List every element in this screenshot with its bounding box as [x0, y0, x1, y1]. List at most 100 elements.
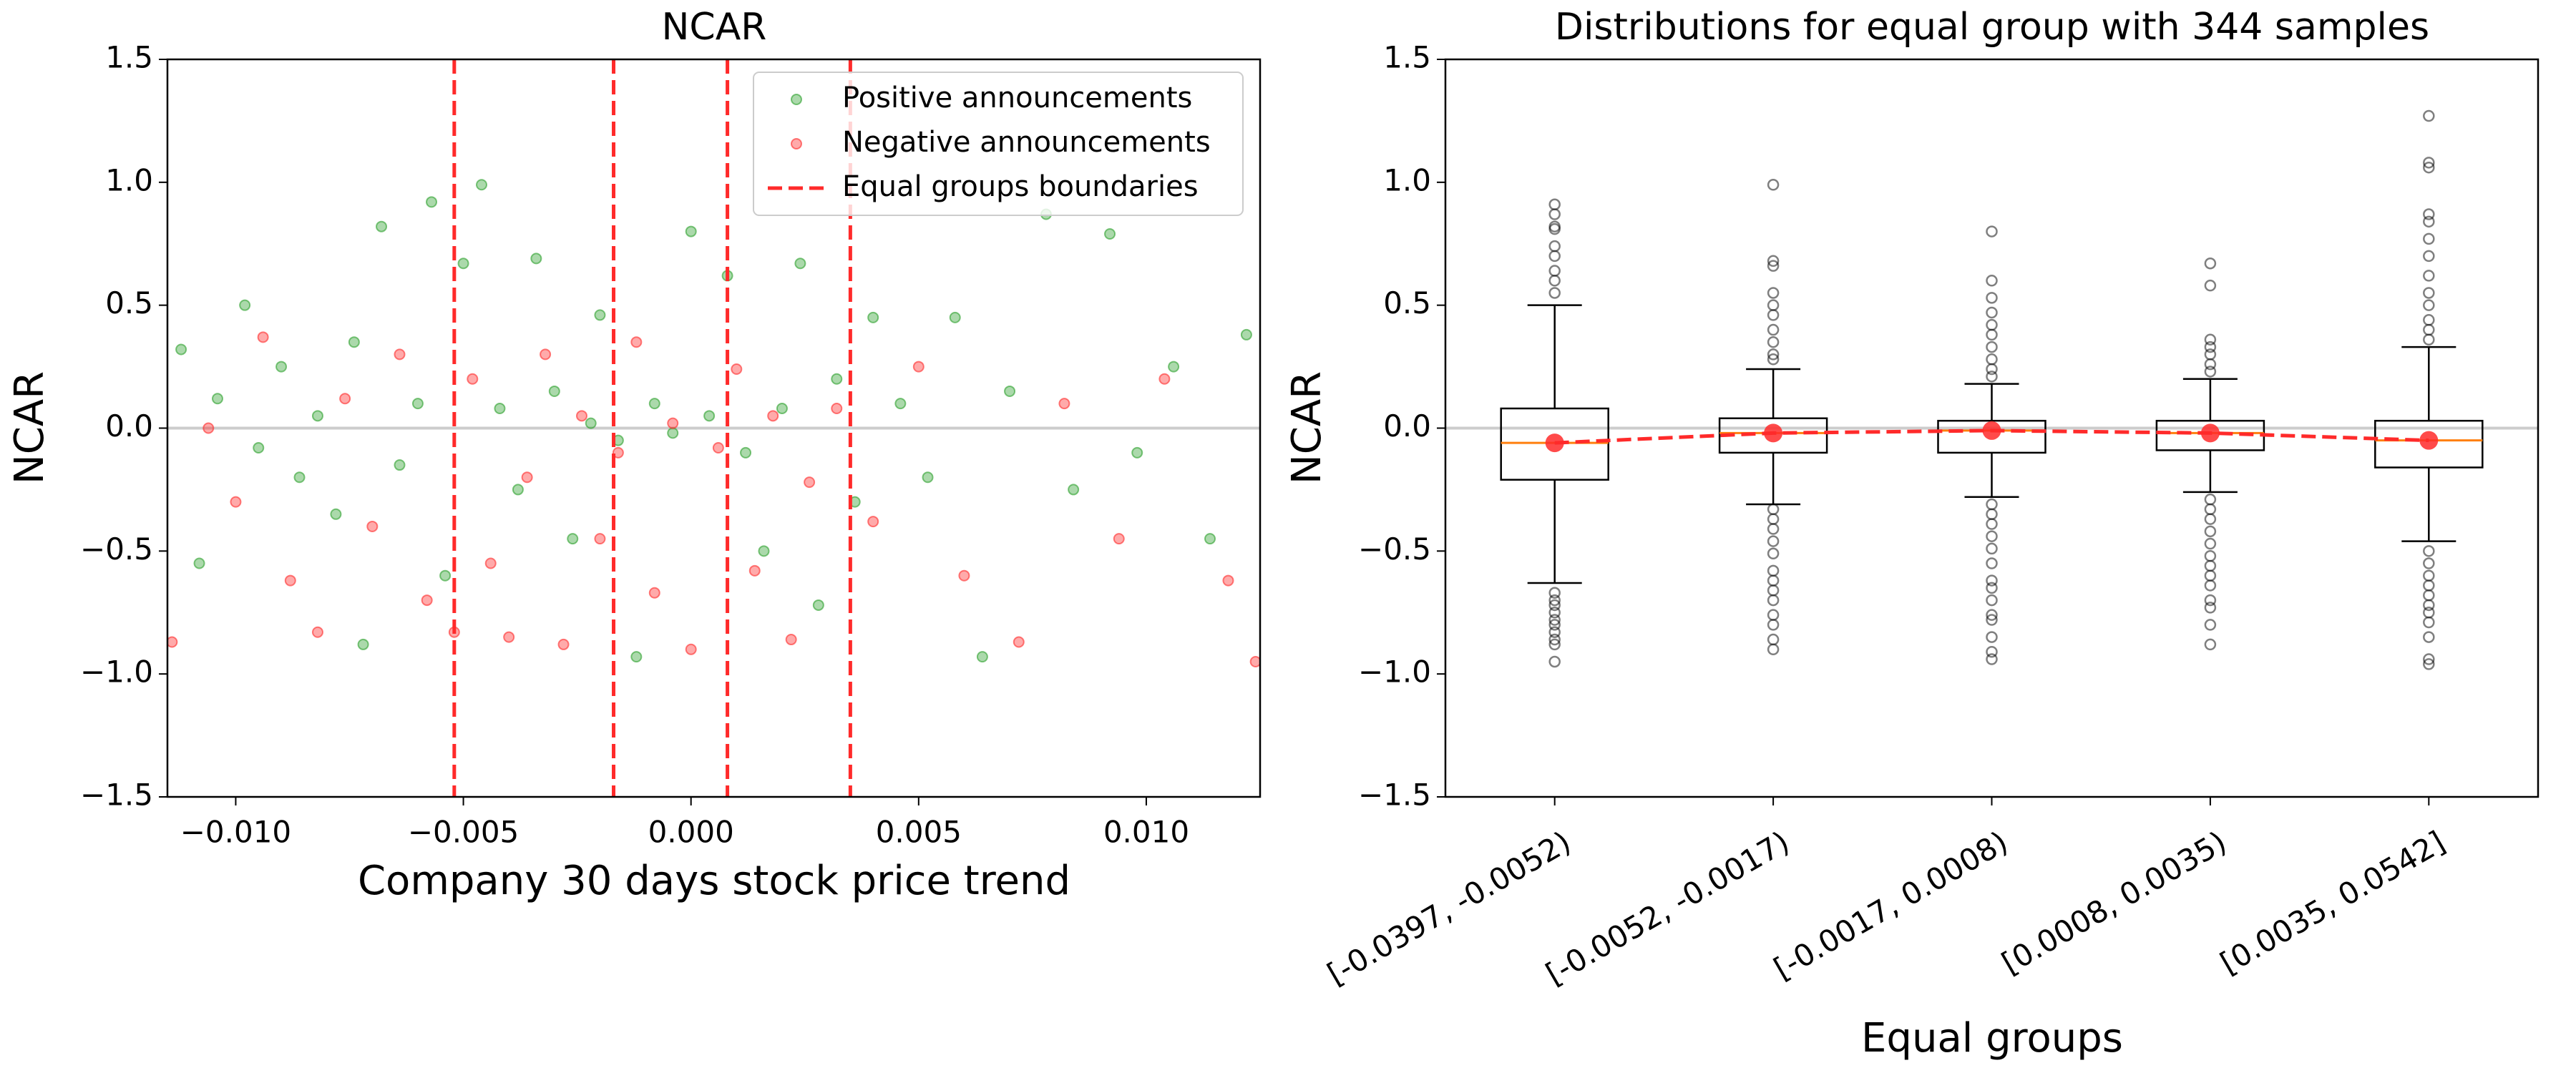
scatter-point	[284, 574, 296, 587]
outlier	[1548, 594, 1561, 607]
x-tick-label: [-0.0052, -0.0017)	[1540, 824, 1795, 991]
outlier	[1986, 363, 1998, 376]
outlier	[1986, 594, 1998, 607]
scatter-point	[740, 446, 752, 459]
scatter-point	[594, 309, 606, 321]
outlier	[2204, 333, 2217, 346]
outlier	[1767, 633, 1780, 646]
legend: Positive announcements Negative announcem…	[753, 72, 1244, 216]
scatter-point	[253, 441, 265, 454]
y-tick-label: −1.0	[1358, 655, 1431, 690]
scatter-point	[794, 258, 806, 270]
outlier	[1986, 498, 1998, 511]
outlier	[1548, 287, 1561, 299]
x-tick-label: −0.005	[408, 815, 519, 850]
outlier	[1767, 260, 1780, 272]
scatter-point	[366, 520, 379, 532]
outlier	[2423, 569, 2435, 582]
outlier	[1767, 547, 1780, 560]
y-tick-label: 0.5	[1383, 285, 1431, 320]
outlier	[1548, 626, 1561, 638]
scatter-point	[685, 643, 697, 655]
outlier	[1986, 530, 1998, 542]
scatter-point	[1004, 385, 1016, 397]
outlier	[2204, 537, 2217, 550]
legend-marker	[791, 138, 802, 150]
box	[1718, 417, 1828, 454]
outlier	[1986, 225, 1998, 237]
scatter-point	[467, 373, 479, 385]
scatter-point	[1113, 533, 1125, 545]
scatter-point	[594, 533, 606, 545]
mean-marker	[1764, 423, 1783, 443]
outlier	[2204, 279, 2217, 292]
scatter-point	[831, 373, 843, 385]
scatter-point	[758, 545, 770, 557]
outlier	[1986, 518, 1998, 530]
outlier	[1986, 631, 1998, 643]
outlier	[1767, 353, 1780, 366]
outlier	[1986, 582, 1998, 594]
outlier	[1548, 240, 1561, 253]
outlier	[1767, 643, 1780, 656]
x-tick-label: −0.010	[180, 815, 291, 850]
x-tick-label: 0.005	[876, 815, 962, 850]
scatter-point	[426, 196, 438, 208]
outlier	[2204, 602, 2217, 614]
outlier	[2204, 503, 2217, 516]
scatter-point	[567, 533, 579, 545]
scatter-point	[1068, 484, 1080, 496]
outlier	[1767, 619, 1780, 631]
y-tick-label: −0.5	[1358, 531, 1431, 567]
outlier	[2204, 257, 2217, 270]
box	[1937, 419, 2046, 454]
box	[2374, 419, 2484, 469]
outlier	[1986, 318, 1998, 331]
outlier	[2204, 549, 2217, 562]
outlier	[2423, 653, 2435, 665]
x-tick-label: [0.0035, 0.0542]	[2215, 824, 2451, 981]
outlier	[1986, 508, 1998, 521]
scatter-point	[193, 557, 205, 569]
x-tick-label: 0.010	[1103, 815, 1189, 850]
outlier	[1548, 614, 1561, 626]
outlier	[1986, 557, 1998, 569]
outlier	[2204, 366, 2217, 378]
scatter-point	[685, 225, 697, 237]
scatter-point	[667, 417, 679, 429]
outlier	[1986, 328, 1998, 341]
outlier	[2423, 631, 2435, 643]
scatter-point	[804, 476, 816, 489]
outlier	[1767, 594, 1780, 607]
outlier	[2423, 607, 2435, 619]
scatter-point	[1249, 655, 1260, 667]
scatter-point	[257, 331, 269, 343]
chart-title: NCAR	[662, 6, 767, 49]
scatter-point	[503, 631, 515, 643]
outlier	[2423, 616, 2435, 629]
outlier	[1548, 655, 1561, 668]
outlier	[2423, 299, 2435, 311]
outlier	[2423, 323, 2435, 336]
scatter-point	[548, 385, 560, 397]
scatter-point	[831, 403, 843, 415]
outlier	[1548, 599, 1561, 612]
outlier	[1767, 609, 1780, 621]
outlier	[1986, 645, 1998, 658]
scatter-point	[348, 336, 360, 348]
y-axis-label: NCAR	[1284, 371, 1330, 484]
outlier	[1767, 323, 1780, 336]
outlier	[1767, 299, 1780, 311]
legend-label: Negative announcements	[842, 126, 1211, 159]
scatter-point	[630, 336, 643, 348]
legend-label: Equal groups boundaries	[842, 170, 1199, 203]
scatter-point	[1158, 373, 1171, 385]
scatter-point	[667, 427, 679, 439]
outlier	[1548, 222, 1561, 235]
mean-marker	[2419, 431, 2439, 450]
outlier	[1767, 309, 1780, 321]
outlier	[2204, 569, 2217, 582]
outlier	[1986, 275, 1998, 287]
chart-title: Distributions for equal group with 344 s…	[1555, 6, 2429, 49]
y-tick-label: −1.0	[80, 655, 153, 690]
